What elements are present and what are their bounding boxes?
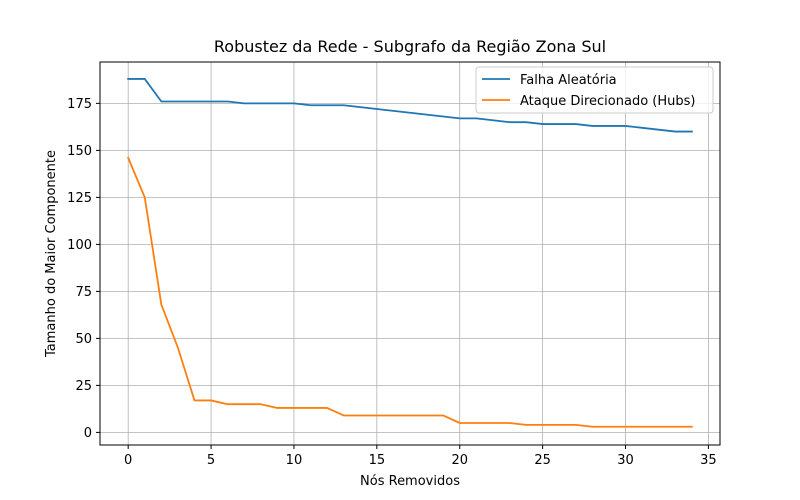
chart-title: Robustez da Rede - Subgrafo da Região Zo… [214,37,606,56]
x-axis-label: Nós Removidos [360,474,460,489]
y-tick-label: 25 [75,379,92,394]
x-tick-label: 30 [617,453,634,468]
x-tick-label: 25 [534,453,551,468]
legend-box [475,66,714,114]
y-tick-label: 175 [67,97,92,112]
plot-area-frame [99,61,721,446]
x-tick-label: 35 [700,453,717,468]
y-tick-label: 75 [75,285,92,300]
x-tick-label: 15 [369,453,386,468]
tick-layer: 0 5 10 15 20 25 30 35 0 25 50 75 100 125 150 175 [67,97,716,468]
y-tick-label: 0 [84,426,92,441]
x-tick-label: 10 [286,453,303,468]
x-tick-label: 5 [207,453,215,468]
legend-label-ataque-direcionado: Ataque Direcionado (Hubs) [520,94,695,109]
y-tick-label: 150 [67,144,92,159]
series-line-1 [127,156,693,428]
y-tick-label: 125 [67,191,92,206]
series-layer [127,78,693,428]
series-line-0 [127,78,693,133]
legend-label-falha-aleatoria: Falha Aleatória [520,73,617,88]
y-tick-label: 100 [67,238,92,253]
x-tick-label: 0 [124,453,132,468]
legend: Falha Aleatória Ataque Direcionado (Hubs… [475,66,714,114]
grid-layer [100,62,720,445]
y-tick-label: 50 [75,332,92,347]
x-tick-label: 20 [451,453,468,468]
y-axis-label: Tamanho do Maior Componente [44,150,59,358]
